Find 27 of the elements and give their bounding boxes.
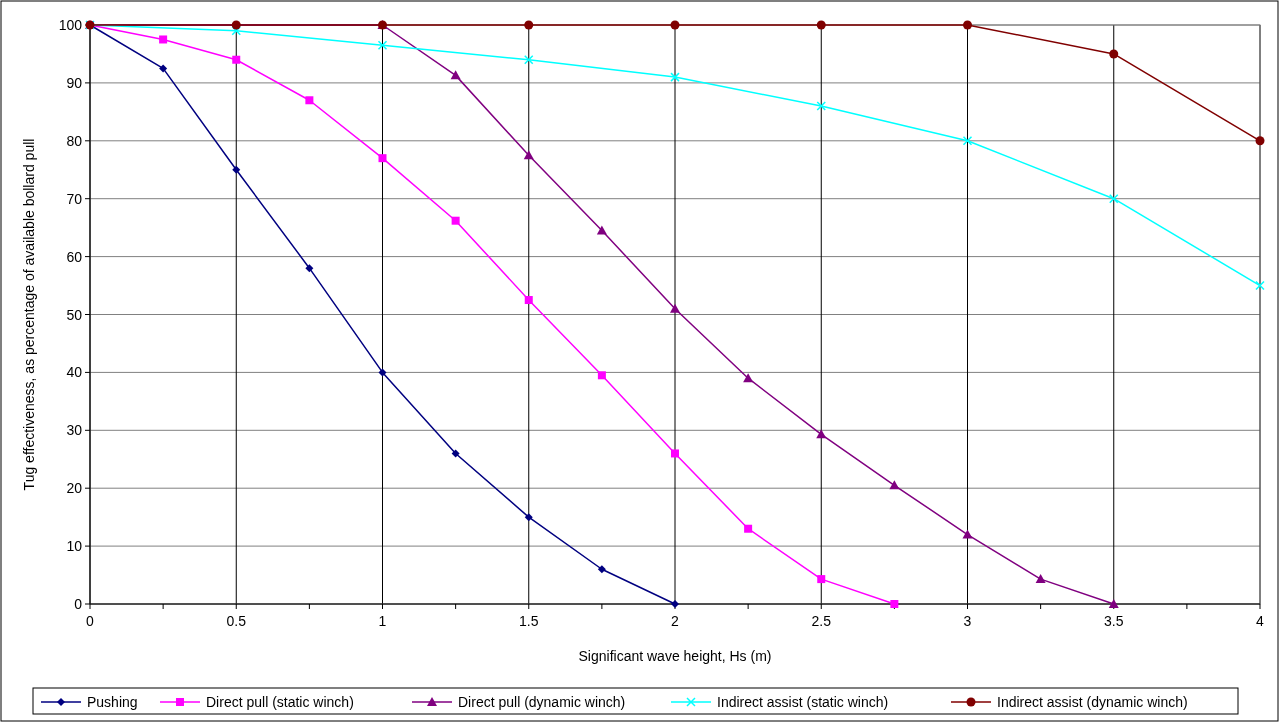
y-tick-label: 90 — [66, 74, 83, 91]
x-tick-label: 0 — [86, 613, 95, 629]
x-tick-label: 3 — [963, 613, 972, 629]
y-tick-label: 10 — [66, 538, 83, 555]
y-tick-label: 20 — [66, 480, 83, 497]
legend-label: Direct pull (static winch) — [206, 694, 354, 710]
x-tick-label: 3.5 — [1104, 613, 1124, 629]
y-tick-label: 70 — [66, 190, 83, 207]
y-axis-title: Tug effectiveness, as percentage of available bollard pull — [21, 138, 37, 491]
x-tick-label: 1.5 — [519, 613, 539, 629]
y-tick-label: 0 — [74, 596, 83, 612]
y-tick-label: 80 — [66, 132, 83, 149]
x-tick-label: 2 — [671, 613, 680, 629]
x-tick-label: 2.5 — [811, 613, 832, 629]
legend-label: Indirect assist (static winch) — [717, 694, 889, 710]
y-tick-label: 30 — [66, 422, 83, 439]
y-tick-label: 60 — [66, 248, 83, 265]
x-tick-label: 0.5 — [226, 613, 247, 629]
y-tick-label: 50 — [66, 306, 83, 323]
legend-label: Pushing — [87, 694, 138, 710]
x-tick-label: 1 — [378, 613, 387, 629]
legend-label: Direct pull (dynamic winch) — [458, 694, 626, 710]
x-tick-label: 4 — [1256, 613, 1265, 629]
x-axis-title: Significant wave height, Hs (m) — [578, 648, 772, 664]
legend-label: Indirect assist (dynamic winch) — [997, 694, 1188, 710]
y-tick-label: 40 — [66, 364, 83, 381]
y-tick-label: 100 — [58, 17, 83, 33]
